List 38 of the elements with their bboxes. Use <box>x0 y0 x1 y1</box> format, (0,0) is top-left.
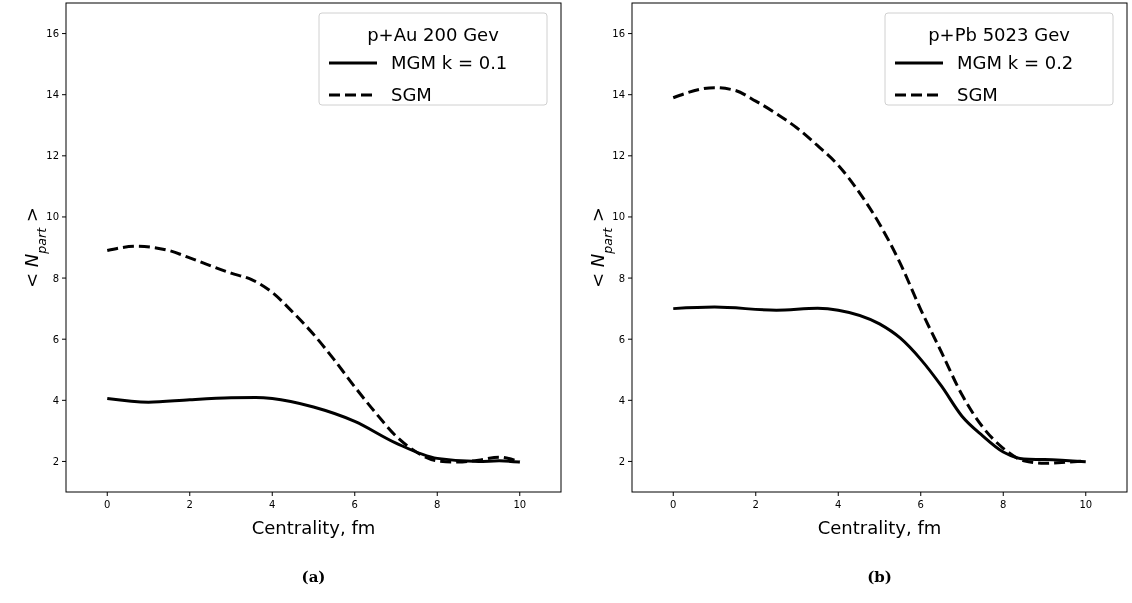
text: (b) <box>867 568 892 586</box>
y-tick-label: 12 <box>46 150 59 162</box>
x-tick-label: 4 <box>835 499 842 510</box>
x-tick-label: 4 <box>269 499 276 510</box>
x-tick-label: 2 <box>186 499 193 510</box>
y-tick-label: 4 <box>618 394 625 406</box>
y-tick-label: 10 <box>46 211 59 223</box>
legend-title: p+Au 200 Gev <box>367 24 500 45</box>
x-tick-label: 8 <box>1000 499 1007 510</box>
legend-label: MGM k = 0.1 <box>391 52 508 74</box>
y-tick-label: 12 <box>612 150 625 162</box>
y-tick-label: 2 <box>618 455 625 467</box>
legend-label: SGM <box>957 84 998 106</box>
y-tick-label: 2 <box>52 455 59 467</box>
y-tick-label: 16 <box>46 28 59 40</box>
text: (a) <box>301 568 326 586</box>
y-tick-label: 14 <box>612 89 625 101</box>
x-axis-title: Centrality, fm <box>251 517 376 538</box>
x-tick-label: 0 <box>104 499 111 510</box>
x-tick-label: 10 <box>1079 499 1093 510</box>
y-tick-label: 8 <box>52 272 59 284</box>
y-tick-label: 14 <box>46 89 59 101</box>
y-tick-label: 6 <box>618 333 625 345</box>
y-tick-label: 6 <box>52 333 59 345</box>
x-tick-label: 2 <box>752 499 759 510</box>
x-axis-title: Centrality, fm <box>817 517 942 538</box>
x-tick-label: 6 <box>351 499 358 510</box>
x-tick-label: 6 <box>917 499 924 510</box>
y-tick-label: 8 <box>618 272 625 284</box>
legend-label: MGM k = 0.2 <box>957 52 1074 74</box>
y-tick-label: 4 <box>52 394 59 406</box>
legend-title: p+Pb 5023 Gev <box>928 24 1071 45</box>
legend-label: SGM <box>391 84 432 106</box>
y-tick-label: 10 <box>612 211 625 223</box>
x-tick-label: 0 <box>670 499 677 510</box>
y-tick-label: 16 <box>612 28 625 40</box>
x-tick-label: 10 <box>513 499 527 510</box>
x-tick-label: 8 <box>434 499 441 510</box>
